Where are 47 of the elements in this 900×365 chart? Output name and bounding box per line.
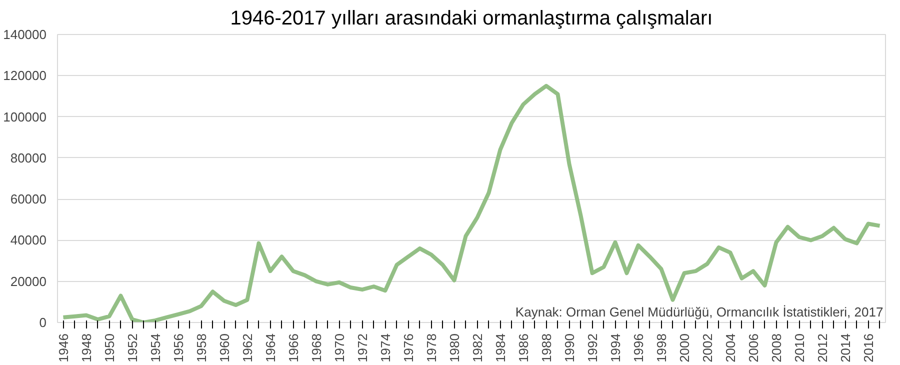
- x-tick-label: 2006: [746, 334, 761, 362]
- chart-title: 1946-2017 yılları arasındaki ormanlaştırma çalışmaları: [230, 8, 713, 30]
- x-tick-label: 2010: [792, 334, 807, 362]
- x-tick-label: 1996: [630, 334, 646, 362]
- y-tick-label: 20000: [10, 274, 47, 289]
- y-tick-label: 80000: [10, 150, 47, 166]
- x-tick-label: 1946: [56, 334, 71, 362]
- y-tick-label: 60000: [10, 192, 47, 207]
- annotation: Kaynak: Orman Genel Müdürlüğü, Ormancılık İstatistikleri, 2017: [515, 304, 884, 320]
- x-tick-label: 1960: [216, 334, 232, 362]
- y-tick-label: 100000: [3, 109, 47, 124]
- x-tick-label: 1966: [286, 334, 301, 362]
- x-tick-label: 1982: [470, 334, 485, 362]
- x-tick-label: 1964: [262, 334, 278, 362]
- x-tick-label: 1984: [492, 334, 508, 362]
- x-tick-label: 1976: [400, 334, 416, 362]
- x-tick-label: 1998: [654, 334, 669, 362]
- x-tick-label: 1994: [608, 334, 623, 362]
- x-tick-label: 1980: [446, 334, 462, 362]
- x-tick-label: 1956: [170, 334, 186, 362]
- x-tick-label: 2008: [768, 334, 784, 362]
- x-tick-label: 2012: [814, 334, 830, 362]
- x-tick-label: 1974: [378, 334, 393, 362]
- y-tick-label: 120000: [3, 68, 47, 84]
- y-tick-label: 40000: [10, 232, 47, 248]
- x-tick-label: 1954: [148, 334, 163, 362]
- x-tick-label: 1972: [354, 334, 370, 362]
- x-tick-label: 2016: [860, 334, 876, 362]
- x-tick-label: 1950: [102, 334, 117, 362]
- x-tick-label: 1986: [516, 334, 531, 362]
- y-tick-label: 0: [39, 315, 47, 330]
- x-tick-label: 1990: [562, 334, 577, 362]
- x-tick-label: 1992: [584, 334, 600, 362]
- x-tick-label: 1988: [538, 334, 554, 362]
- x-tick-label: 2014: [838, 334, 853, 362]
- x-tick-label: 1970: [332, 334, 347, 362]
- y-tick-label: 140000: [3, 27, 47, 42]
- x-tick-label: 1978: [424, 334, 439, 362]
- x-tick-label: 2000: [676, 334, 692, 362]
- x-tick-label: 2004: [722, 334, 738, 362]
- x-tick-label: 1962: [240, 334, 255, 362]
- line-series: [61, 84, 882, 322]
- x-tick-label: 1958: [194, 334, 209, 362]
- x-tick-label: 1968: [308, 334, 324, 362]
- x-tick-label: 1948: [78, 334, 94, 362]
- x-tick-label: 1952: [124, 334, 140, 362]
- x-tick-label: 2002: [700, 334, 715, 362]
